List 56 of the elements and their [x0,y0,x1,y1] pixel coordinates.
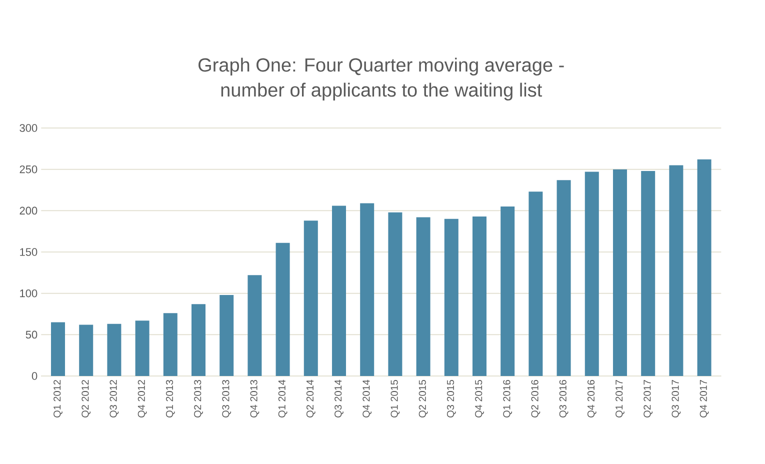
bar [584,172,599,376]
bar [276,242,290,376]
y-tick-label: 100 [20,289,38,298]
bar [192,304,206,376]
y-tick-label: 200 [20,206,38,215]
x-tick-label: Q2 2017 [644,380,653,418]
bar [697,159,712,376]
x-tick-label: Q2 2016 [531,380,540,418]
x-tick-label: Q3 2013 [222,380,232,418]
x-tick-label: Q4 2015 [475,380,484,418]
x-tick-label: Q1 2013 [166,380,175,418]
x-tick-label: Q4 2016 [587,380,596,418]
bar [332,206,346,376]
x-tick-label: Q3 2016 [559,380,568,418]
chart-title: Graph One: Four Quarter moving average - number of applicants to the waiting list [198,58,564,100]
x-tick-label: Q4 2017 [700,380,709,418]
bar [163,313,178,376]
bar [472,216,486,376]
x-tick-label: Q1 2012 [54,380,62,418]
x-tick-label: Q1 2017 [616,380,624,418]
y-tick-label: 0 [32,372,38,380]
y-tick-label: 300 [20,124,38,132]
bar [360,203,374,376]
bar [500,206,515,376]
y-tick-label: 250 [20,165,38,174]
bar [388,212,402,376]
x-tick-label: Q3 2015 [446,380,456,418]
x-tick-label: Q1 2015 [390,380,400,418]
x-tick-label: Q1 2014 [278,380,288,418]
bar [248,275,262,376]
x-tick-label: Q4 2014 [362,380,372,418]
bar [444,218,458,376]
bar [528,192,543,376]
x-tick-label: Q2 2015 [418,380,428,418]
x-tick-label: Q4 2012 [138,380,147,418]
x-tick-label: Q3 2017 [672,380,681,418]
bar [556,180,571,376]
y-tick-label: 150 [20,248,38,256]
bar [669,165,684,376]
bar [51,322,66,376]
x-tick-label: Q3 2014 [334,380,344,418]
bar [641,170,656,376]
x-tick-label: Q2 2013 [194,380,203,418]
bar [107,324,122,376]
x-tick-label: Q2 2014 [306,380,316,418]
y-tick-label: 50 [26,330,38,339]
bar [304,220,318,376]
bar [135,320,150,376]
x-tick-label: Q1 2016 [503,380,512,418]
bar [220,294,234,376]
x-tick-label: Q4 2013 [250,380,260,418]
bar [612,169,627,376]
bar [416,217,430,376]
x-tick-label: Q3 2012 [110,380,119,418]
x-tick-label: Q2 2012 [82,380,91,418]
bar [79,324,94,376]
